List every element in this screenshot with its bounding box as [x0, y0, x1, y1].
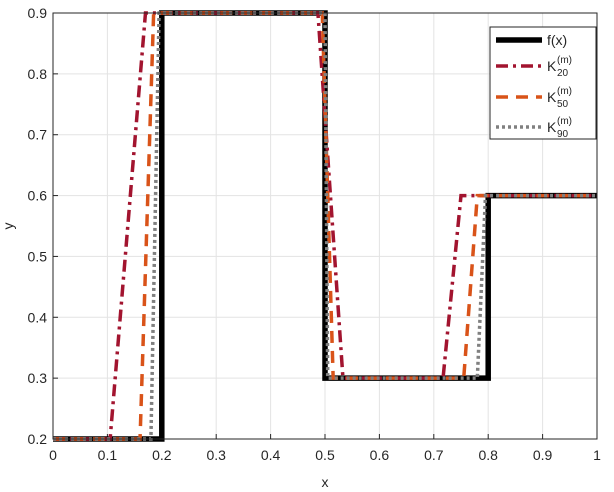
x-tick-label: 0.8	[478, 447, 498, 463]
y-axis-label: y	[0, 223, 16, 230]
series-line	[53, 11, 597, 441]
legend-superscript: (m)	[557, 116, 572, 127]
x-tick-label: 0.3	[206, 447, 226, 463]
y-tick-label: 0.8	[28, 66, 48, 82]
x-tick-label: 0.6	[370, 447, 390, 463]
legend-subscript: 20	[557, 68, 569, 79]
x-tick-label: 0.2	[152, 447, 172, 463]
y-tick-label: 0.7	[28, 127, 48, 143]
x-tick-label: 0.5	[315, 447, 335, 463]
legend-name: f(x)	[547, 32, 567, 48]
legend-subscript: 90	[557, 129, 569, 140]
legend-name: K	[547, 58, 557, 74]
x-axis-label: x	[322, 474, 329, 490]
legend-label: f(x)	[547, 32, 567, 48]
y-tick-label: 0.9	[28, 5, 48, 21]
axes-box	[52, 12, 598, 440]
legend: f(x)K(m) 20K(m) 50K(m) 90	[489, 26, 597, 140]
x-tick-label: 0	[49, 447, 57, 463]
x-tick-label: 0.7	[424, 447, 444, 463]
legend-label: K(m) 90	[547, 116, 572, 140]
x-tick-label: 0.4	[261, 447, 281, 463]
series-line	[53, 11, 597, 441]
y-tick-label: 0.4	[28, 309, 48, 325]
legend-name: K	[547, 119, 557, 135]
legend-box	[489, 26, 597, 140]
legend-label: K(m) 20	[547, 55, 572, 79]
legend-name: K	[547, 89, 557, 105]
x-tick-label: 0.1	[98, 447, 118, 463]
x-tick-label: 0.9	[533, 447, 553, 463]
legend-subscript: 50	[557, 99, 569, 110]
legend-superscript: (m)	[557, 55, 572, 66]
legend-label: K(m) 50	[547, 86, 572, 110]
y-tick-label: 0.2	[28, 431, 48, 447]
x-tick-label: 1	[593, 447, 601, 463]
legend-superscript: (m)	[557, 86, 572, 97]
y-tick-label: 0.5	[28, 248, 48, 264]
y-tick-label: 0.6	[28, 188, 48, 204]
y-tick-label: 0.3	[28, 370, 48, 386]
